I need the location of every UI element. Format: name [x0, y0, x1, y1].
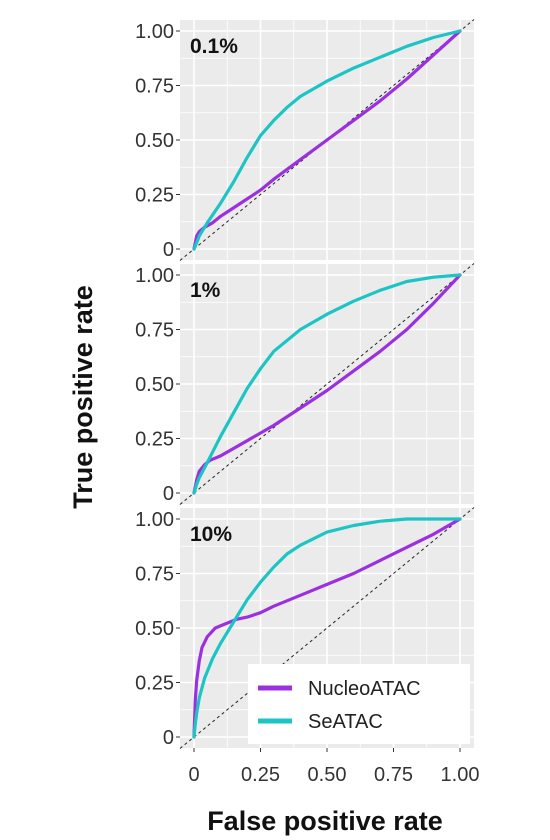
legend-box	[248, 664, 470, 744]
series-line-nucleoatac	[192, 517, 462, 739]
y-tick-label: 0	[163, 239, 174, 261]
y-tick-label: 0.25	[135, 429, 174, 451]
series-line-seatac	[192, 273, 462, 495]
panel-label: 10%	[190, 523, 232, 546]
series-line-seatac	[192, 517, 462, 739]
legend: NucleoATAC SeATAC	[248, 664, 470, 744]
y-tick-label: 0.25	[135, 673, 174, 695]
y-axis-title: True positive rate	[68, 285, 98, 509]
panel-1: 0 0.25 0.50 0.75 1.00 1%	[135, 263, 475, 505]
y-tick-label: 0	[163, 483, 174, 505]
legend-label-seatac: SeATAC	[308, 711, 383, 733]
y-tick-label: 1.00	[135, 509, 174, 531]
y-tick-label: 0.50	[135, 130, 174, 152]
y-tick-label: 0.75	[135, 564, 174, 586]
x-axis: 0 0.25 0.50 0.75 1.00	[188, 748, 479, 786]
panel-0: 0 0.25 0.50 0.75 1.00 0.1%	[135, 19, 475, 261]
y-tick-label: 1.00	[135, 265, 174, 287]
y-tick-label: 0.50	[135, 374, 174, 396]
x-tick-label: 0.75	[374, 764, 413, 786]
panel-label: 0.1%	[190, 35, 238, 58]
legend-label-nucleoatac: NucleoATAC	[308, 678, 421, 700]
x-tick-label: 0.50	[308, 764, 347, 786]
y-tick-label: 0.75	[135, 320, 174, 342]
y-tick-label: 0	[163, 727, 174, 749]
x-tick-label: 0.25	[241, 764, 280, 786]
series-line-seatac	[192, 29, 462, 251]
y-tick-label: 0.50	[135, 618, 174, 640]
y-tick-label: 0.75	[135, 76, 174, 98]
y-tick-label: 0.25	[135, 185, 174, 207]
x-axis-title: False positive rate	[207, 806, 443, 836]
panels: 0 0.25 0.50 0.75 1.00 0.1% 0 0.25 0.50 0.75 1.00 1%…	[135, 19, 475, 749]
panel-label: 1%	[190, 279, 221, 302]
series-line-nucleoatac	[192, 273, 462, 495]
x-tick-label: 0	[188, 764, 199, 786]
x-tick-label: 1.00	[441, 764, 480, 786]
y-tick-label: 1.00	[135, 21, 174, 43]
